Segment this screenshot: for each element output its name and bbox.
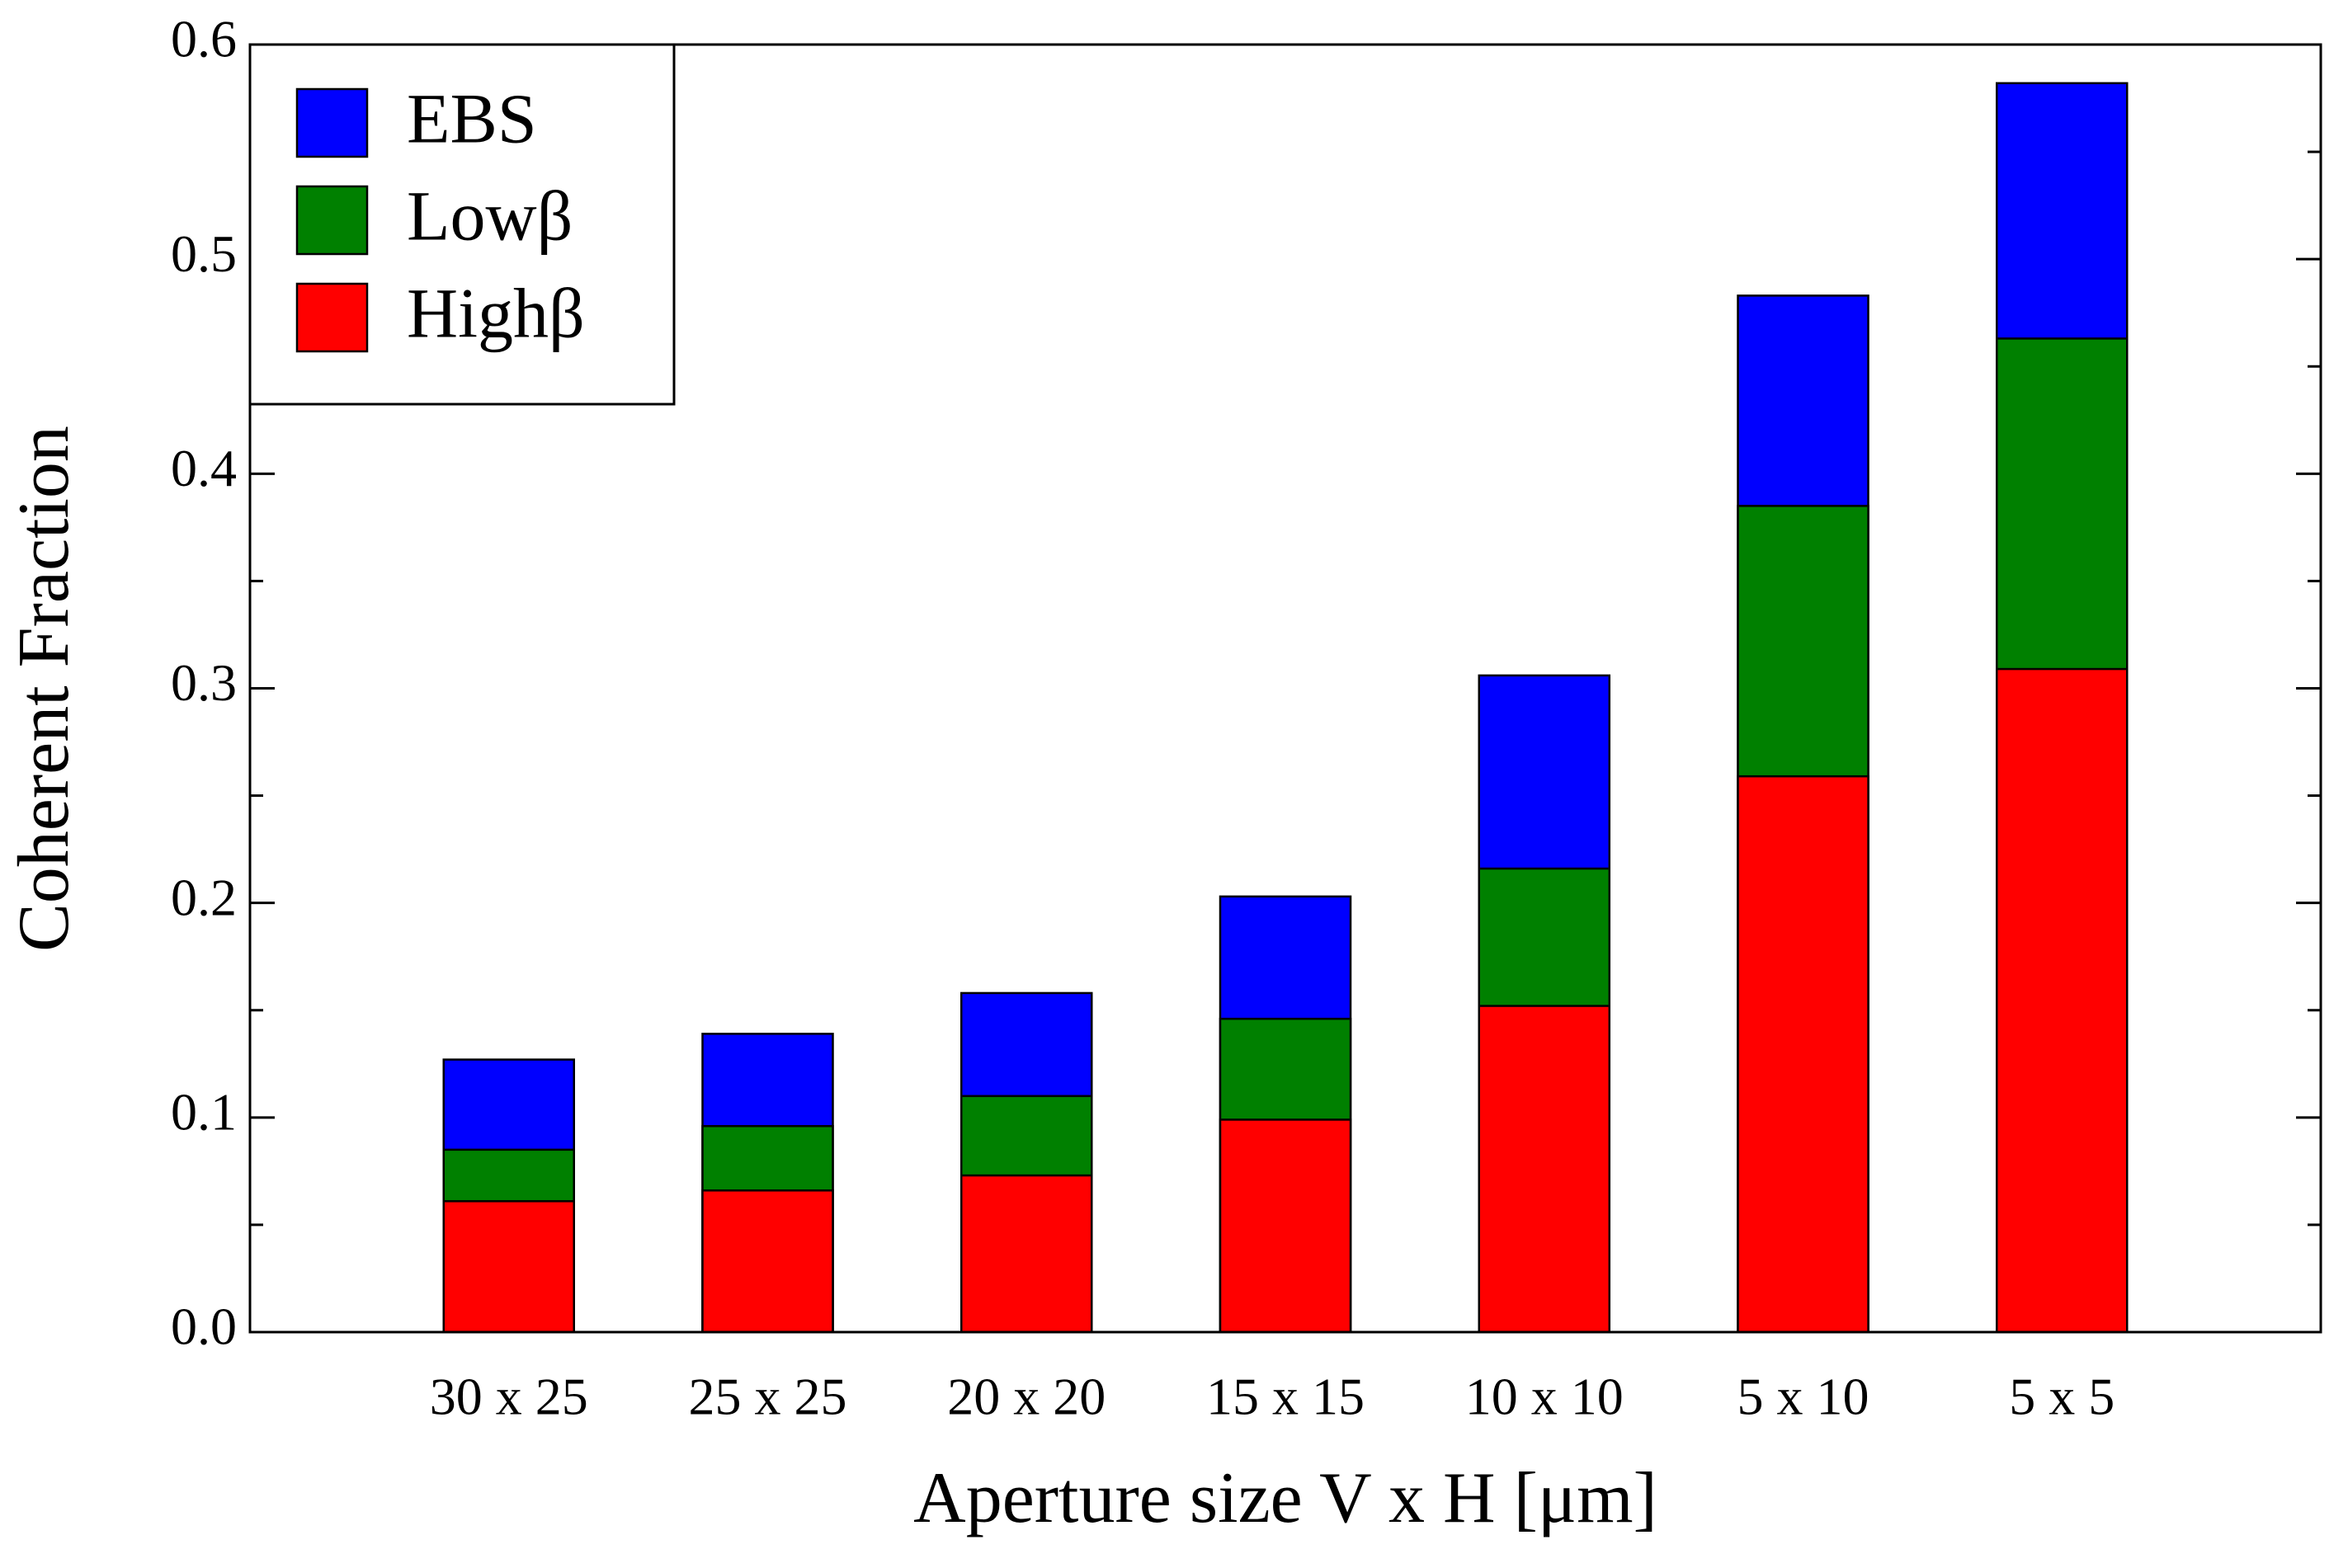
x-axis-title: Aperture size V x H [μm] xyxy=(913,1458,1657,1538)
x-tick-label: 5 x 5 xyxy=(2009,1368,2115,1426)
y-tick-label: 0.3 xyxy=(171,653,237,712)
y-tick-label: 0.0 xyxy=(171,1297,237,1356)
bar xyxy=(442,1200,575,1334)
bar xyxy=(1219,1118,1352,1334)
y-tick-label: 0.4 xyxy=(171,439,237,497)
legend-swatch xyxy=(295,282,369,353)
x-tick-label: 20 x 20 xyxy=(947,1368,1106,1426)
y-tick-label: 0.6 xyxy=(171,10,237,68)
x-tick-label: 15 x 15 xyxy=(1206,1368,1365,1426)
x-tick-label: 25 x 25 xyxy=(689,1368,847,1426)
x-tick-label: 5 x 10 xyxy=(1737,1368,1869,1426)
bar xyxy=(960,1174,1093,1334)
legend-label: Highβ xyxy=(407,274,585,353)
legend-label: Lowβ xyxy=(407,177,573,256)
y-tick-label: 0.1 xyxy=(171,1083,237,1142)
y-tick-label: 0.2 xyxy=(171,868,237,926)
legend-swatch xyxy=(295,87,369,158)
bar xyxy=(1996,667,2129,1334)
bar xyxy=(701,1189,834,1334)
bar xyxy=(1478,1005,1610,1334)
legend-swatch xyxy=(295,185,369,256)
bar xyxy=(1737,775,1869,1334)
y-axis-title: Coherent Fraction xyxy=(4,426,84,952)
x-tick-label: 30 x 25 xyxy=(430,1368,588,1426)
legend-label: EBS xyxy=(407,79,537,158)
y-tick-label: 0.5 xyxy=(171,224,237,283)
x-tick-label: 10 x 10 xyxy=(1465,1368,1624,1426)
